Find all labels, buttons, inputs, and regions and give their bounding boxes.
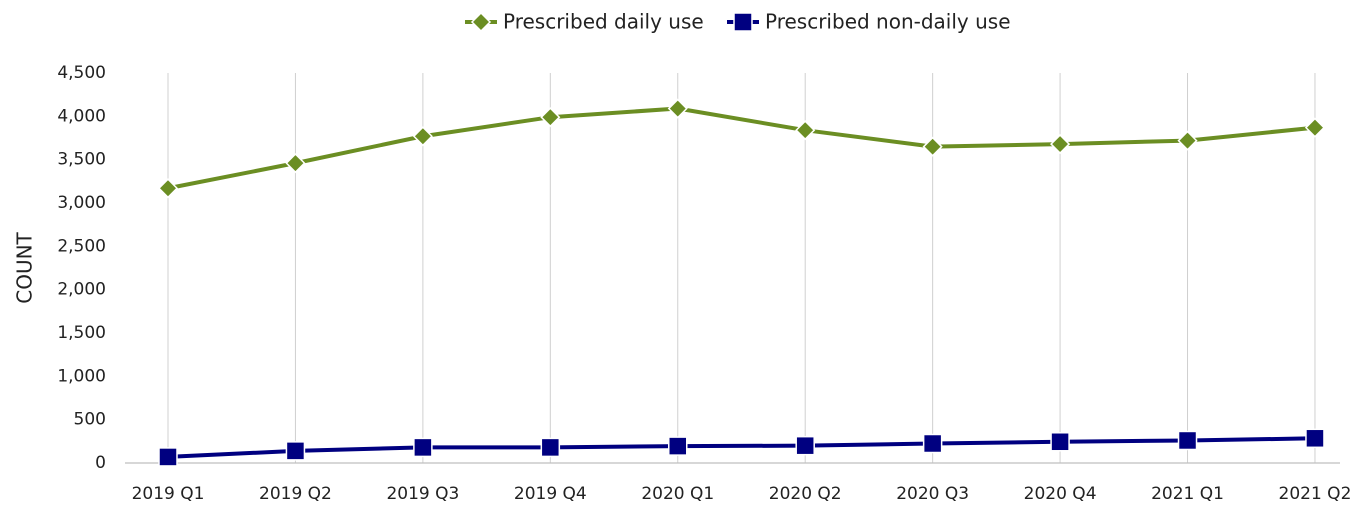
legend-swatch [733,12,753,32]
data-point [157,178,179,199]
data-point [285,441,306,461]
series-line [167,436,1315,459]
data-point [158,447,178,467]
data-point [1305,428,1325,449]
data-point [922,433,943,454]
x-tick-label: 2020 Q3 [896,484,969,504]
data-point [1177,430,1198,451]
data-point [795,435,815,456]
data-point [795,120,816,141]
y-tick-label: 3,000 [57,193,106,213]
data-point [540,437,561,458]
x-tick-label: 2019 Q1 [132,484,205,504]
data-point [1050,432,1070,452]
data-point [413,437,433,458]
y-tick-label: 3,500 [57,150,106,170]
x-tick-label: 2020 Q2 [769,484,842,504]
data-point [412,126,433,147]
data-point [540,107,561,128]
data-point [1304,117,1326,138]
legend-label: Prescribed non-daily use [765,10,1011,34]
x-tick-label: 2021 Q2 [1279,484,1352,504]
y-tick-label: 2,500 [57,236,106,256]
x-tick-label: 2021 Q1 [1151,484,1224,504]
data-point [922,136,943,157]
series-line [167,106,1316,191]
x-tick-label: 2019 Q4 [514,484,587,504]
y-tick-label: 500 [74,410,106,430]
x-tick-label: 2020 Q1 [641,484,714,504]
y-tick-label: 2,000 [57,280,106,300]
y-tick-label: 1,500 [57,323,106,343]
data-point [668,436,688,456]
data-point [667,98,688,119]
data-point [1177,130,1198,151]
y-tick-label: 4,500 [57,63,106,83]
y-tick-label: 0 [95,453,106,473]
x-tick-label: 2019 Q3 [386,484,459,504]
data-point [1050,134,1071,155]
y-tick-label: 1,000 [57,366,106,386]
data-point [285,153,306,174]
x-tick-label: 2019 Q2 [259,484,332,504]
y-tick-label: 4,000 [57,106,106,126]
x-tick-label: 2020 Q4 [1024,484,1097,504]
legend-label: Prescribed daily use [503,10,704,34]
y-axis-label: COUNT [13,231,37,303]
legend-swatch [470,11,492,33]
